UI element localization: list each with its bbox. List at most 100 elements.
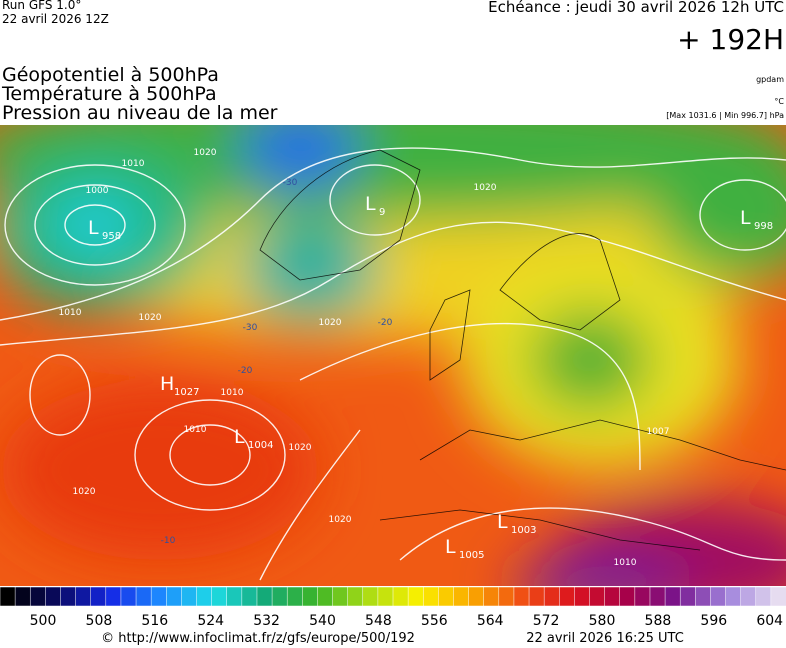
echeance: Echéance : jeudi 30 avril 2026 12h UTC xyxy=(488,0,784,16)
color-swatch xyxy=(120,586,137,607)
color-swatch xyxy=(392,586,409,607)
isobar-label: 1010 xyxy=(122,159,145,169)
isobar-label: 1010 xyxy=(221,388,244,398)
color-swatch xyxy=(362,586,379,607)
center-letter: L xyxy=(497,511,508,533)
center-letter: L xyxy=(365,193,376,215)
isobar-label: 1020 xyxy=(329,515,352,525)
colorbar: 500 508 516 524 532 540 548 556 564 572 580 588 596 6… xyxy=(0,586,786,629)
colorbar-tick-label: 548 xyxy=(365,613,392,629)
color-swatch xyxy=(498,586,515,607)
colorbar-tick-label: 508 xyxy=(86,613,113,629)
unit: [Max 1031.6 | Min 996.7] hPa xyxy=(666,111,784,120)
isobar-label: 1020 xyxy=(319,318,342,328)
colorbar-tick-label: 532 xyxy=(253,613,280,629)
color-swatch xyxy=(710,586,727,607)
colorbar-tick-label: 572 xyxy=(533,613,560,629)
color-swatch xyxy=(135,586,152,607)
temperature-label: -30 xyxy=(283,178,298,188)
pressure-center: L 1003 xyxy=(497,511,536,536)
color-swatch xyxy=(45,586,62,607)
layer: Pression au niveau de la mer xyxy=(2,102,278,124)
color-swatch xyxy=(483,586,500,607)
unit: °C xyxy=(774,97,784,106)
color-swatch xyxy=(528,586,545,607)
color-swatch xyxy=(29,586,47,607)
color-swatch xyxy=(755,586,772,607)
color-swatch xyxy=(695,586,712,607)
color-swatch xyxy=(634,586,651,607)
pressure-center: L 998 xyxy=(740,207,773,232)
colorbar-tick-label: 500 xyxy=(30,613,57,629)
isobar-label: 1020 xyxy=(289,443,312,453)
color-swatch xyxy=(166,586,183,607)
color-swatch xyxy=(60,586,77,607)
color-swatch xyxy=(377,586,394,607)
color-swatch xyxy=(286,586,304,607)
center-value: 1027 xyxy=(174,387,199,398)
color-swatch xyxy=(256,586,273,607)
center-value: 1003 xyxy=(511,525,536,536)
color-swatch xyxy=(14,586,31,607)
color-swatch xyxy=(574,586,591,607)
pressure-center: L 958 xyxy=(88,217,121,242)
color-swatch xyxy=(679,586,697,607)
pressure-center: L 1004 xyxy=(234,426,273,451)
temperature-label: -30 xyxy=(243,323,258,333)
center-value: 9 xyxy=(379,207,385,218)
colorbar-tick-label: 564 xyxy=(477,613,504,629)
isobar-label: 1020 xyxy=(474,183,497,193)
source-url: © http://www.infoclimat.fr/z/gfs/europe/… xyxy=(101,631,415,646)
color-swatch xyxy=(317,586,334,607)
unit: gpdam xyxy=(756,75,784,84)
center-value: 998 xyxy=(754,221,773,232)
color-swatch xyxy=(468,586,485,607)
color-swatch xyxy=(589,586,606,607)
layer: Température à 500hPa xyxy=(1,83,217,105)
color-swatch xyxy=(770,586,786,607)
isobar-label: 1007 xyxy=(647,427,670,437)
temperature-label: -20 xyxy=(238,366,253,376)
pressure-center: H 1027 xyxy=(160,373,199,398)
lead-time: + 192H xyxy=(677,23,784,56)
color-swatch xyxy=(513,586,530,607)
generated: 22 avril 2026 16:25 UTC xyxy=(526,631,684,646)
center-value: 1004 xyxy=(248,440,273,451)
color-swatch xyxy=(105,586,122,607)
colorbar-tick-label: 596 xyxy=(700,613,727,629)
colorbar-tick-label: 604 xyxy=(756,613,783,629)
color-swatch xyxy=(619,586,636,607)
isobar-label: 1020 xyxy=(73,487,96,497)
center-letter: L xyxy=(445,536,456,558)
center-letter: L xyxy=(234,426,245,448)
color-swatch xyxy=(649,586,666,607)
layer: Géopotentiel à 500hPa xyxy=(2,64,219,86)
isobar-label: 1010 xyxy=(614,558,637,568)
map xyxy=(0,125,786,586)
color-swatch xyxy=(332,586,349,607)
color-swatch xyxy=(211,586,228,607)
pressure-center: L 1005 xyxy=(445,536,484,561)
color-swatch xyxy=(664,586,681,607)
run-date: 22 avril 2026 12Z xyxy=(2,12,109,26)
colorbar-tick-label: 580 xyxy=(589,613,616,629)
color-swatch xyxy=(241,586,258,607)
color-swatch xyxy=(725,586,742,607)
temperature-label: -10 xyxy=(161,536,176,546)
color-swatch xyxy=(559,586,576,607)
color-swatch xyxy=(422,586,440,607)
temperature-label: -20 xyxy=(378,318,393,328)
color-swatch xyxy=(196,586,213,607)
color-swatch xyxy=(302,586,319,607)
color-swatch xyxy=(75,586,92,607)
run: Run GFS 1.0° xyxy=(2,0,81,12)
color-swatch xyxy=(150,586,168,607)
color-swatch xyxy=(407,586,424,607)
colorbar-tick-label: 556 xyxy=(421,613,448,629)
color-swatch xyxy=(0,586,16,607)
color-swatch xyxy=(181,586,198,607)
isobar-label: 1010 xyxy=(184,425,207,435)
isobar-label: 1020 xyxy=(139,313,162,323)
